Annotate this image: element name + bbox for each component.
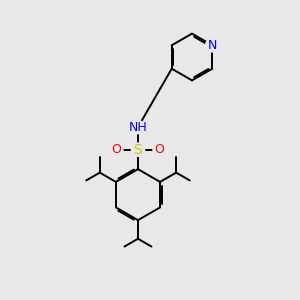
Circle shape [131, 143, 145, 156]
Text: S: S [134, 143, 142, 157]
Text: N: N [208, 39, 217, 52]
Circle shape [110, 143, 123, 156]
Text: O: O [111, 143, 121, 156]
Circle shape [206, 39, 219, 52]
Circle shape [131, 121, 145, 134]
Text: O: O [154, 143, 164, 156]
Text: NH: NH [129, 121, 147, 134]
Circle shape [153, 143, 166, 156]
